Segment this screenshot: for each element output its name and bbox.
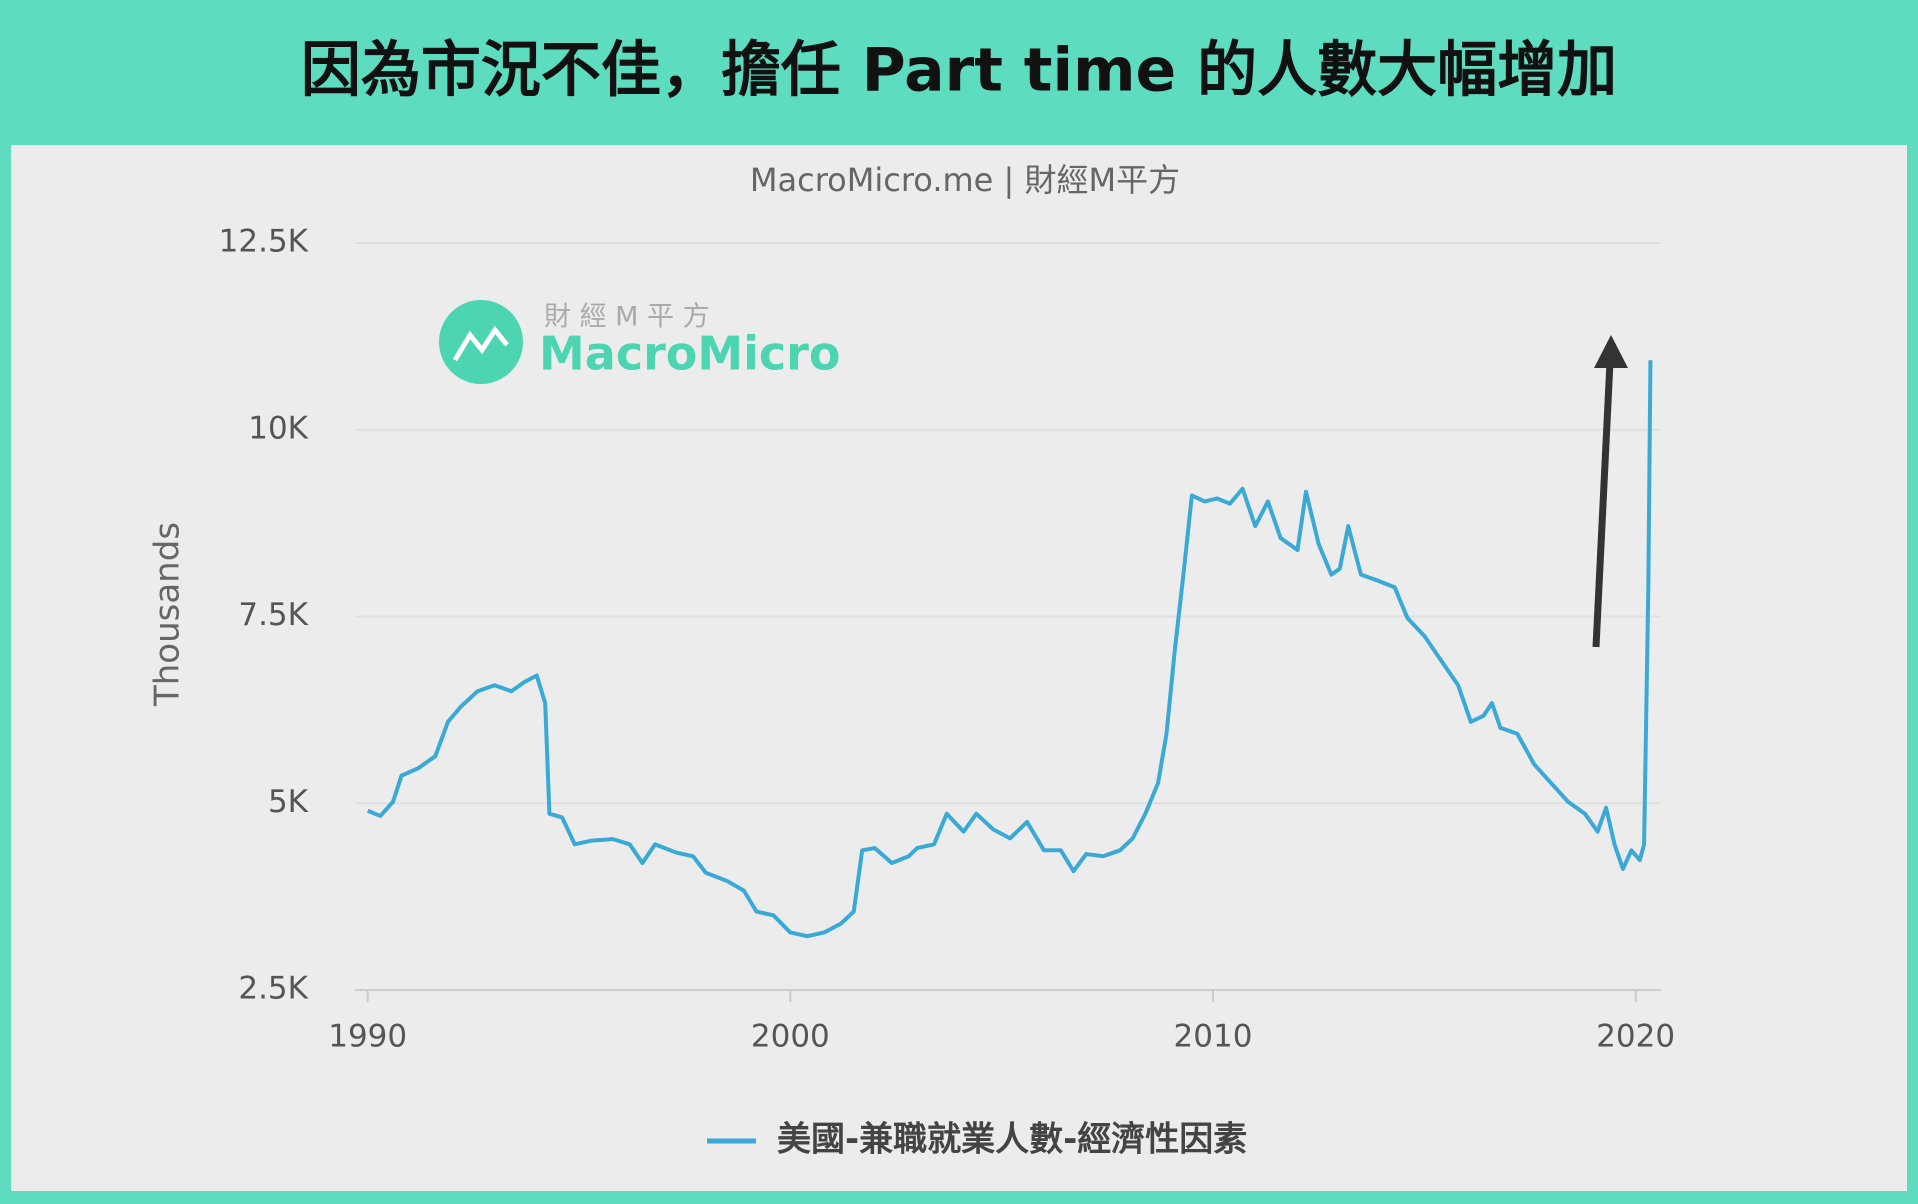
arrow-annotation: [1592, 335, 1628, 648]
chart-subtitle: MacroMicro.me | 財經M平方: [750, 161, 1180, 199]
x-tick-label: 2000: [751, 1019, 830, 1055]
arrow-head: [1594, 335, 1628, 368]
logo-icon: [452, 325, 509, 362]
arrow-shaft: [1592, 361, 1614, 648]
watermark-name: MacroMicro: [539, 327, 840, 381]
y-tick-label: 7.5K: [238, 597, 308, 633]
x-tick-label: 1990: [328, 1019, 407, 1055]
y-tick-label: 10K: [248, 410, 308, 446]
data-line: [366, 360, 1653, 939]
legend-label: 美國-兼職就業人數-經濟性因素: [777, 1120, 1247, 1160]
panel: [11, 145, 1907, 1191]
y-axis-label: Thousands: [148, 522, 188, 707]
chart-title: 因為市況不佳，擔任 Part time 的人數大幅增加: [301, 36, 1617, 106]
logo-circle: [439, 300, 523, 384]
y-tick-label: 12.5K: [219, 224, 309, 260]
y-tick-label: 2.5K: [238, 971, 308, 1007]
x-tick-label: 2020: [1596, 1019, 1675, 1055]
y-tick-label: 5K: [268, 784, 309, 820]
watermark: 財 經 M 平 方 MacroMicro: [439, 300, 840, 384]
x-tick-label: 2010: [1174, 1019, 1253, 1055]
watermark-top: 財 經 M 平 方: [544, 302, 710, 333]
